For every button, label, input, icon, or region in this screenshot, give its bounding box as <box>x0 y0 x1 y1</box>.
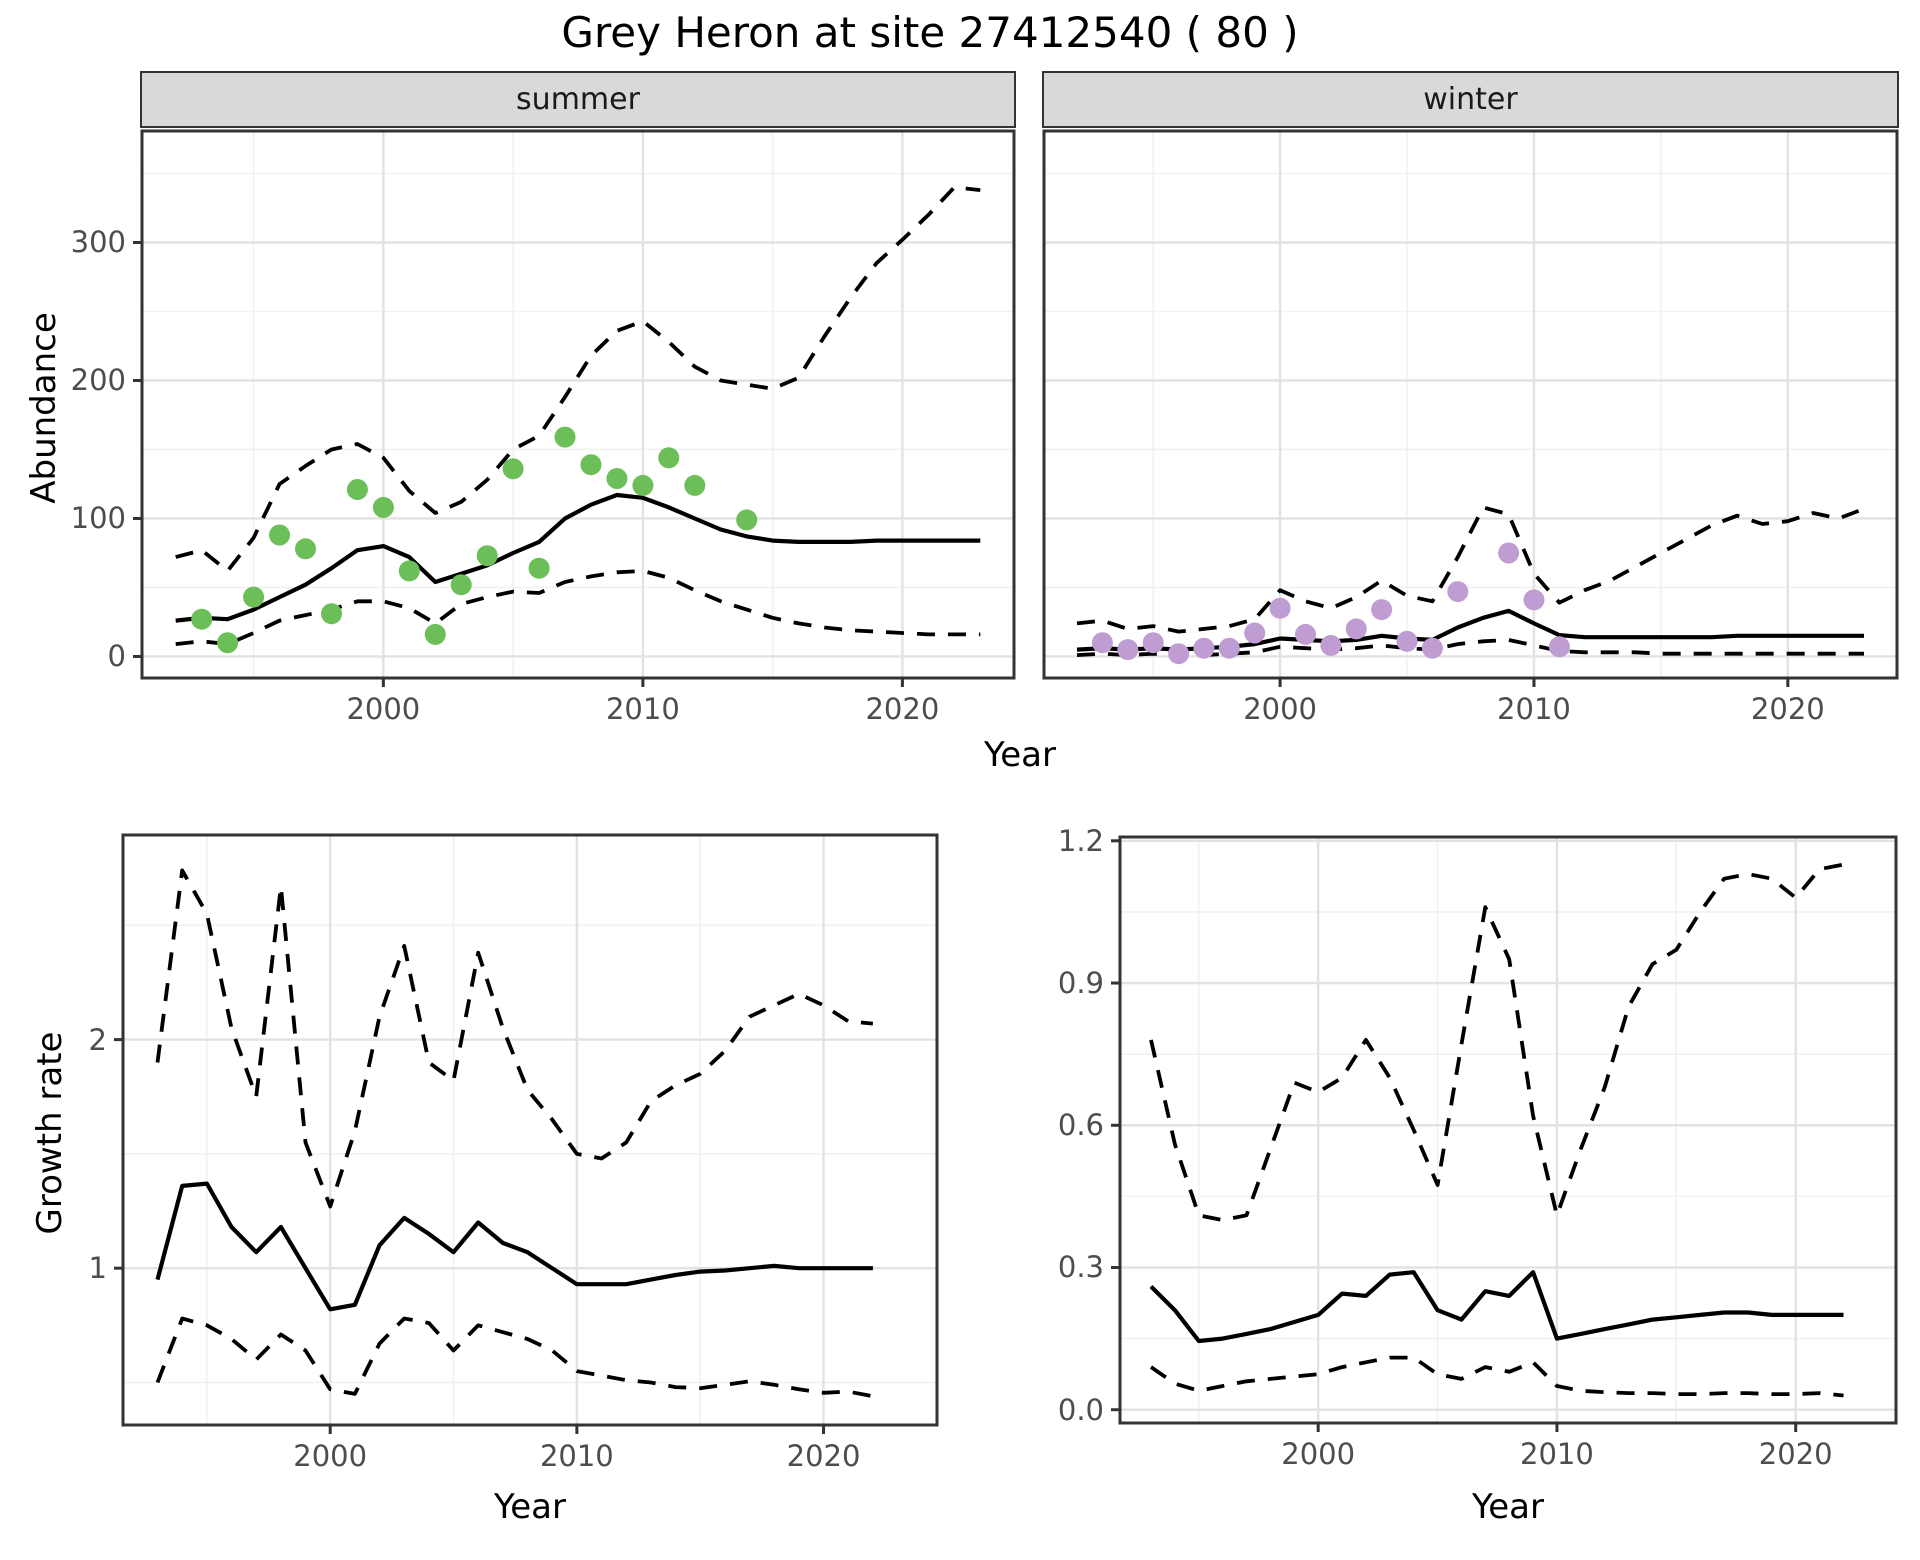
x-axis-title-year-growth: Year <box>494 1487 566 1527</box>
panel-border <box>1118 835 1898 1425</box>
x-tick-label: 2020 <box>1758 1437 1833 1471</box>
x-axis-title-year-top: Year <box>984 735 1056 775</box>
x-tick-label: 2000 <box>293 1439 368 1473</box>
y-tick-label: 300 <box>70 225 126 260</box>
data-point-abundance-summer <box>450 574 472 596</box>
data-point-abundance-summer <box>243 586 265 608</box>
data-point-abundance-winter <box>1193 637 1215 659</box>
series-ci_lower-abundance-summer <box>175 569 981 646</box>
panel-ws-ratio <box>1111 835 1898 1432</box>
x-tick-label: 2020 <box>786 1439 861 1473</box>
data-point-abundance-summer <box>269 524 290 546</box>
data-point-abundance-summer <box>295 538 316 560</box>
y-tick-label: 100 <box>70 501 126 536</box>
data-point-abundance-summer <box>424 623 446 645</box>
data-point-abundance-summer <box>684 474 706 496</box>
y-tick-label: 0 <box>107 639 126 674</box>
data-point-abundance-winter <box>1091 632 1113 654</box>
y-tick-label: 0.9 <box>1057 966 1104 1001</box>
data-point-abundance-summer <box>398 560 420 582</box>
data-point-abundance-winter <box>1218 637 1240 659</box>
data-point-abundance-winter <box>1269 597 1291 619</box>
facet-strip-winter: winter <box>1042 71 1899 128</box>
data-point-abundance-winter <box>1548 636 1570 658</box>
x-tick-label: 2000 <box>1243 692 1317 726</box>
data-point-abundance-summer <box>502 458 524 480</box>
x-tick-label: 2010 <box>539 1439 614 1473</box>
panel-background <box>1120 837 1896 1423</box>
series-median-ws-ratio <box>1149 1270 1844 1344</box>
panel-growth-rate <box>114 833 939 1434</box>
panel-border <box>140 129 1016 680</box>
y-tick-label: 1.2 <box>1057 823 1104 858</box>
series-median-abundance-summer <box>175 492 981 623</box>
data-point-abundance-winter <box>1142 632 1164 654</box>
y-tick-label: 200 <box>70 363 126 398</box>
series-ci_upper-growth-rate <box>155 868 874 1209</box>
panel-abundance-winter <box>1042 129 1899 687</box>
panel-border <box>1042 129 1899 680</box>
data-point-abundance-summer <box>217 632 239 654</box>
y-tick-label: 2 <box>88 1022 107 1057</box>
facet-strip-summer: summer <box>140 71 1016 128</box>
panel-background <box>1044 131 1897 678</box>
data-point-abundance-winter <box>1117 639 1139 661</box>
data-point-abundance-summer <box>632 474 654 496</box>
y-tick-label: 0.6 <box>1057 1108 1104 1143</box>
chart-title: Grey Heron at site 27412540 ( 80 ) <box>561 8 1299 57</box>
data-point-abundance-winter <box>1320 634 1342 656</box>
x-tick-label: 2010 <box>1497 692 1571 726</box>
data-point-abundance-summer <box>476 545 498 567</box>
data-point-abundance-winter <box>1244 622 1266 644</box>
facet-strip-winter-label: winter <box>1423 82 1518 117</box>
x-tick-label: 2010 <box>1520 1437 1594 1471</box>
data-point-abundance-winter <box>1523 589 1545 611</box>
data-point-abundance-winter <box>1371 599 1393 621</box>
data-point-abundance-summer <box>554 426 576 448</box>
data-point-abundance-summer <box>606 468 628 489</box>
series-ci_upper-abundance-summer <box>175 185 981 573</box>
y-tick-label: 0.0 <box>1057 1392 1104 1427</box>
data-point-abundance-winter <box>1168 643 1190 665</box>
x-tick-label: 2000 <box>1281 1437 1356 1471</box>
y-tick-label: 0.3 <box>1057 1250 1104 1285</box>
data-point-abundance-summer <box>372 496 394 518</box>
data-point-abundance-summer <box>321 603 342 625</box>
x-tick-label: 2000 <box>346 692 421 726</box>
data-point-abundance-summer <box>191 608 213 630</box>
data-point-abundance-winter <box>1498 542 1520 564</box>
facet-strip-summer-label: summer <box>516 82 640 117</box>
panel-abundance-summer <box>133 129 1016 687</box>
panel-background <box>142 131 1014 678</box>
data-point-abundance-winter <box>1447 581 1469 603</box>
series-median-growth-rate <box>155 1181 873 1312</box>
y-axis-title-abundance: Abundance <box>24 312 64 504</box>
data-point-abundance-winter <box>1295 623 1316 645</box>
series-ci_upper-ws-ratio <box>1149 862 1844 1222</box>
data-point-abundance-winter <box>1345 618 1367 640</box>
data-point-abundance-summer <box>528 557 550 579</box>
data-point-abundance-summer <box>736 509 758 531</box>
panel-background <box>123 835 937 1425</box>
x-tick-label: 2020 <box>1750 692 1825 726</box>
x-axis-title-year-ws: Year <box>1472 1487 1544 1527</box>
data-point-abundance-summer <box>580 454 602 476</box>
series-ci_upper-abundance-winter <box>1076 505 1865 634</box>
panel-border <box>121 833 939 1427</box>
x-tick-label: 2010 <box>605 692 680 726</box>
data-point-abundance-winter <box>1396 630 1418 652</box>
data-point-abundance-summer <box>346 479 368 500</box>
x-tick-label: 2020 <box>865 692 940 726</box>
y-tick-label: 1 <box>88 1251 107 1286</box>
data-point-abundance-winter <box>1421 637 1443 659</box>
data-point-abundance-summer <box>658 447 680 469</box>
